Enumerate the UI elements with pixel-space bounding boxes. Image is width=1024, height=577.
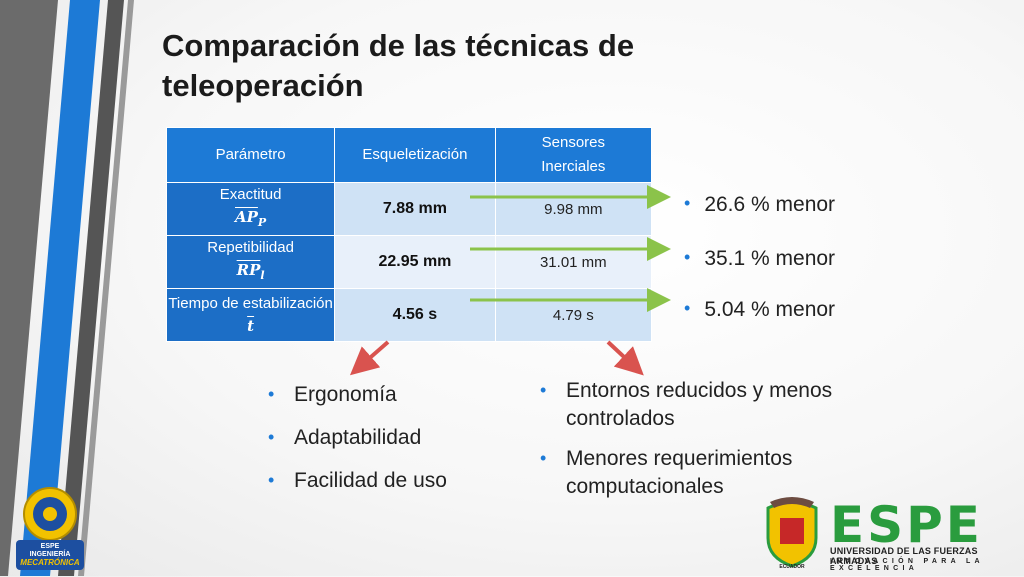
- param-symbol: RPl: [236, 261, 265, 282]
- param-symbol: APP: [235, 208, 267, 229]
- param-cell: Tiempo de estabilización t: [165, 288, 336, 342]
- list-item: • Entornos reducidos y menos controlados: [540, 377, 840, 433]
- espe-university-name: UNIVERSIDAD DE LAS FUERZAS ARMADAS: [830, 546, 978, 566]
- esq-value: 7.88 mm: [334, 182, 496, 236]
- param-name: Exactitud: [219, 186, 282, 203]
- table-header-row: Parámetro Esqueletización Sensores Inerc…: [165, 127, 653, 183]
- header-parametro: Parámetro: [165, 127, 336, 183]
- header-sensores-label: Sensores Inerciales: [541, 134, 606, 175]
- table-row: Exactitud APP 7.88 mm 9.98 mm: [165, 182, 653, 236]
- param-cell: Exactitud APP: [165, 182, 336, 236]
- bullet-icon: •: [540, 380, 547, 400]
- list-item: • Ergonomía: [268, 381, 508, 409]
- list-item: • Menores requerimientos computacionales: [540, 445, 840, 501]
- bullet-icon: •: [684, 298, 691, 318]
- espe-wordmark: ESPE: [830, 496, 983, 554]
- red-arrow-left: [349, 340, 390, 376]
- decorative-stripes: [0, 0, 134, 576]
- result-bullet-1: • 26.6 % menor: [684, 193, 836, 216]
- logo-text-mecatronica: MECATRÓNICA: [20, 558, 80, 567]
- list-item: • Adaptabilidad: [268, 424, 508, 452]
- shield-icon: [766, 497, 818, 568]
- left-bullet-list: • Ergonomía • Adaptabilidad • Facilidad de …: [268, 381, 508, 510]
- sens-value: 9.98 mm: [494, 182, 653, 236]
- slide-title: Comparación de las técnicas de teleopera…: [162, 28, 635, 103]
- logo-text-ingenieria: INGENIERÍA: [29, 551, 71, 558]
- logo-text-espe: ESPE: [40, 543, 60, 550]
- sens-value: 4.79 s: [494, 288, 653, 342]
- bullet-icon: •: [540, 448, 547, 468]
- param-cell: Repetibilidad RPl: [165, 235, 336, 289]
- espe-motto: INNOVACIÓN PARA LA EXCELENCIA: [830, 558, 984, 572]
- gear-icon: [16, 487, 84, 570]
- sens-value: 31.01 mm: [494, 235, 653, 289]
- header-esqueletizacion: Esqueletización: [334, 127, 496, 183]
- list-item: • Facilidad de uso: [268, 467, 508, 495]
- result-bullet-2: • 35.1 % menor: [684, 247, 836, 270]
- right-bullet-list: • Entornos reducidos y menos controlados …: [540, 377, 840, 516]
- bullet-icon: •: [268, 384, 275, 404]
- bullet-icon: •: [684, 247, 691, 267]
- bullet-icon: •: [684, 193, 691, 213]
- param-symbol: t: [247, 316, 255, 335]
- comparison-table: Parámetro Esqueletización Sensores Inerc…: [165, 127, 653, 342]
- red-arrow-right: [606, 340, 644, 376]
- table-row: Tiempo de estabilización t 4.56 s 4.79 s: [165, 288, 653, 342]
- header-sensores: Sensores Inerciales: [494, 127, 653, 183]
- shield-text: ECUADOR: [779, 564, 805, 570]
- bullet-icon: •: [268, 427, 275, 447]
- mechatronics-logo: ESPE INGENIERÍA MECATRÓNICA: [10, 484, 90, 572]
- result-bullet-3: • 5.04 % menor: [684, 298, 836, 321]
- esq-value: 22.95 mm: [334, 235, 496, 289]
- esq-value: 4.56 s: [334, 288, 496, 342]
- param-name: Tiempo de estabilización t: [168, 294, 333, 335]
- table-row: Repetibilidad RPl 22.95 mm 31.01 mm: [165, 235, 653, 289]
- bullet-icon: •: [268, 470, 275, 490]
- espe-logo: ECUADOR ESPE UNIVERSIDAD DE LAS FUERZAS …: [760, 494, 1022, 574]
- param-name: Repetibilidad: [207, 239, 294, 256]
